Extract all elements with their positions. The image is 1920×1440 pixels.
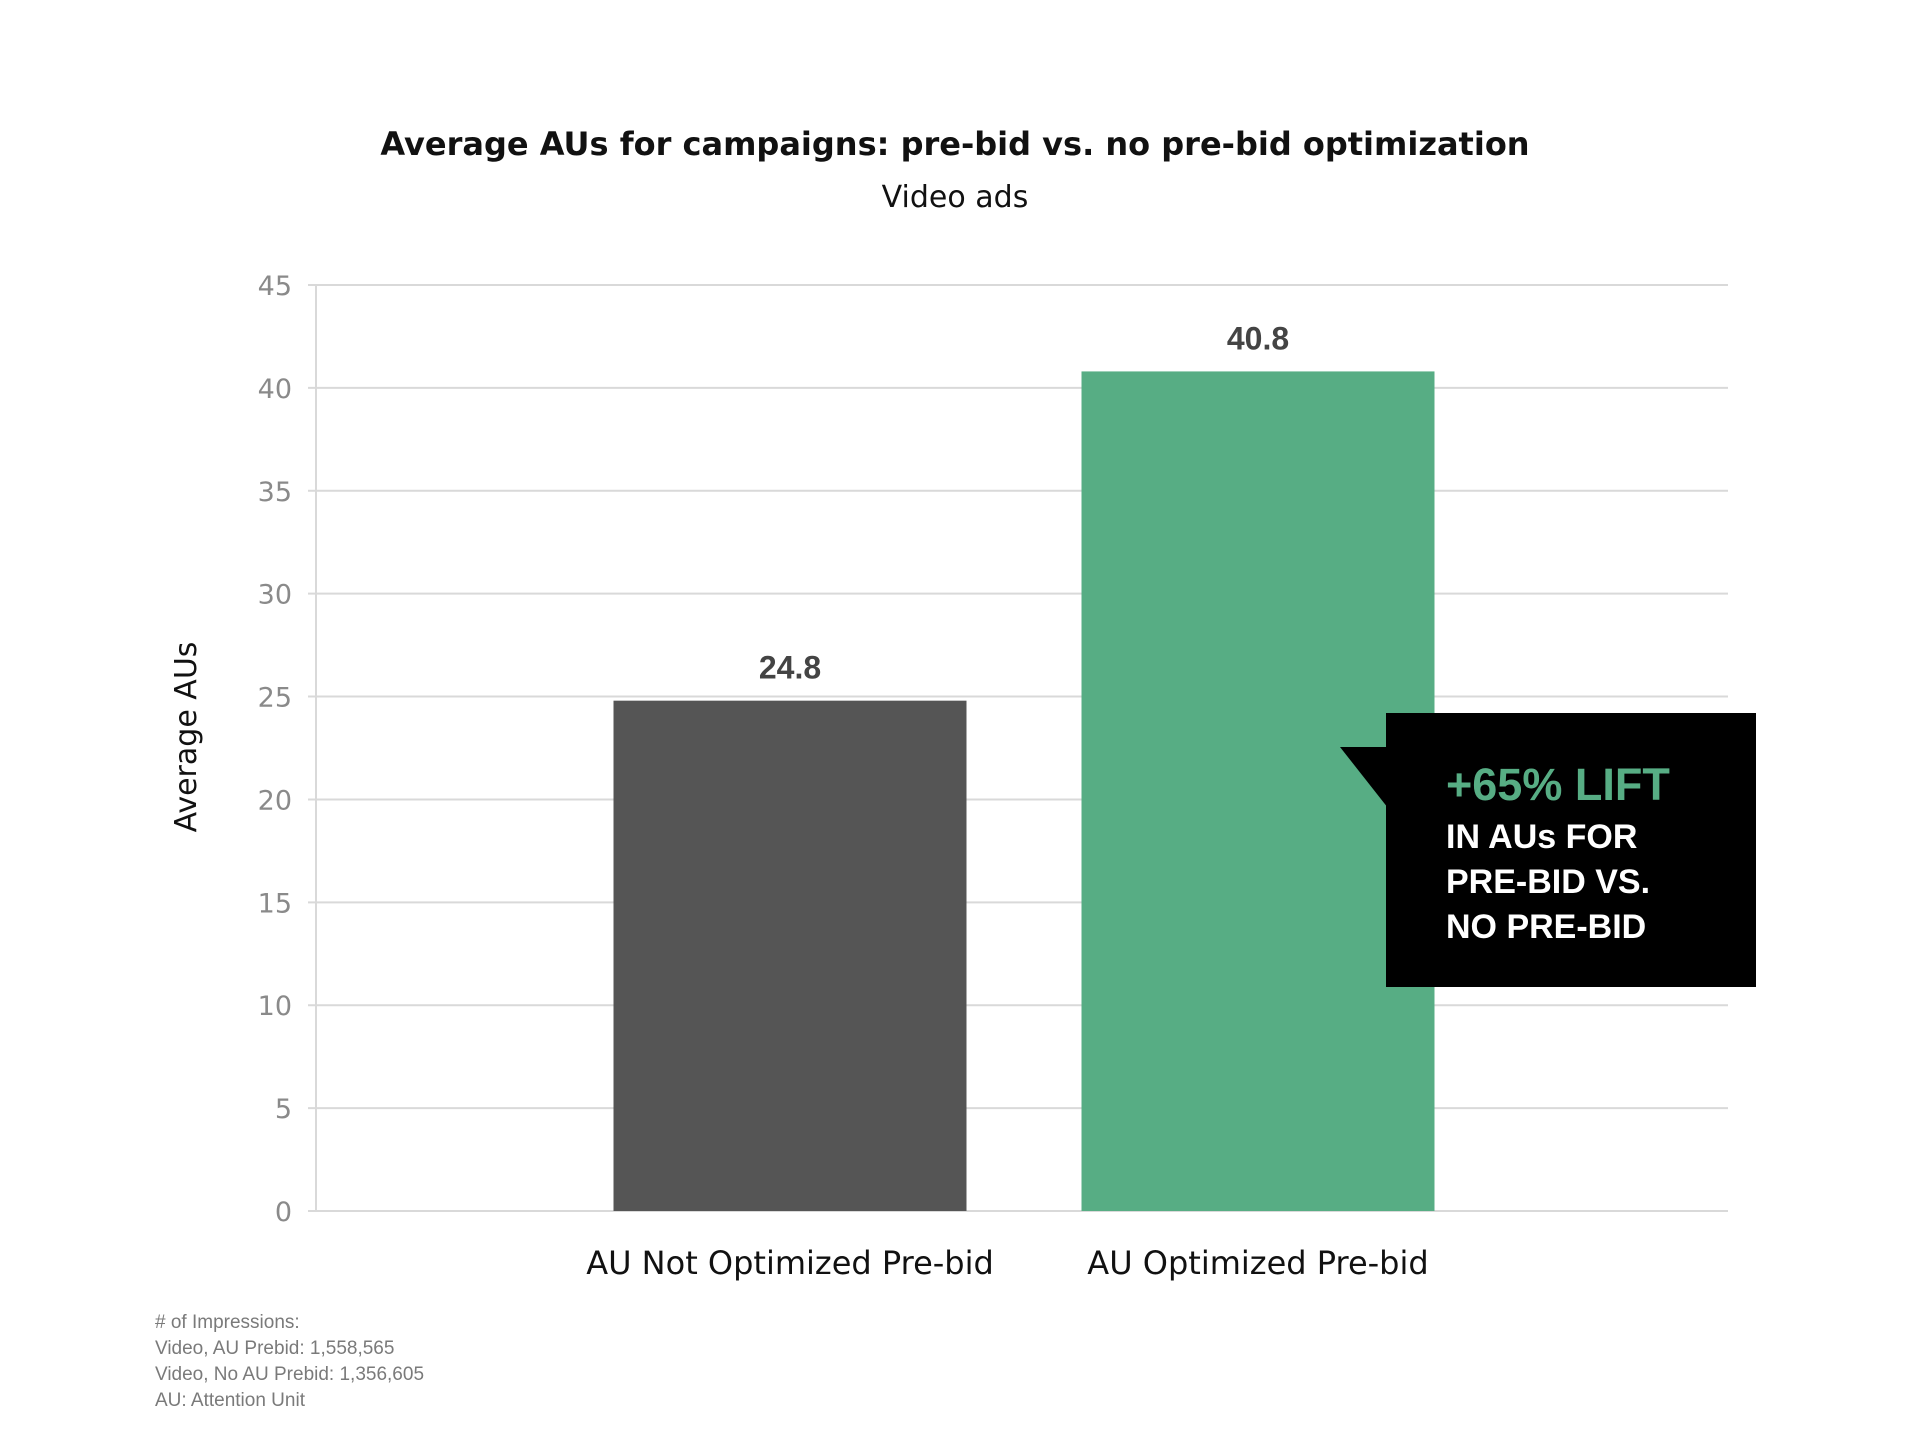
callout-headline: +65% LIFT	[1446, 759, 1670, 810]
footnote-line: Video, AU Prebid: 1,558,565	[155, 1338, 394, 1359]
callout-line: IN AUs FOR	[1446, 818, 1637, 856]
bar	[613, 700, 967, 1211]
footnote-line: AU: Attention Unit	[155, 1390, 306, 1411]
y-tick-label: 30	[258, 580, 292, 611]
footnote-line: # of Impressions:	[155, 1312, 300, 1333]
callout-line: PRE-BID VS.	[1446, 863, 1650, 901]
x-tick-label: AU Optimized Pre-bid	[1087, 1244, 1428, 1282]
lift-callout: +65% LIFT IN AUs FOR PRE-BID VS. NO PRE-…	[1340, 713, 1756, 987]
bars	[613, 371, 1435, 1212]
gridlines	[308, 284, 1728, 1212]
data-label: 24.8	[759, 650, 821, 686]
y-tick-label: 20	[258, 785, 292, 816]
y-tick-label: 45	[258, 271, 292, 302]
data-labels: 24.8 40.8	[759, 320, 1289, 685]
callout-line: NO PRE-BID	[1446, 908, 1646, 946]
chart-title: Average AUs for campaigns: pre-bid vs. n…	[380, 125, 1529, 163]
y-tick-label: 5	[275, 1094, 292, 1125]
callout-pointer	[1340, 747, 1388, 808]
y-tick-label: 0	[275, 1197, 292, 1228]
footnotes: # of Impressions: Video, AU Prebid: 1,55…	[155, 1312, 424, 1411]
y-tick-label: 35	[258, 477, 292, 508]
chart-subtitle: Video ads	[882, 180, 1029, 215]
y-tick-label: 25	[258, 683, 292, 714]
y-axis-label: Average AUs	[169, 642, 204, 833]
footnote-line: Video, No AU Prebid: 1,356,605	[155, 1364, 424, 1385]
x-axis-categories: AU Not Optimized Pre-bid AU Optimized Pre…	[586, 1244, 1429, 1282]
y-axis-ticks: 0 5 10 15 20 25 30 35 40 45	[258, 271, 292, 1228]
callout-box	[1386, 713, 1756, 987]
y-tick-label: 40	[258, 374, 292, 405]
data-label: 40.8	[1227, 320, 1289, 356]
y-tick-label: 10	[258, 991, 292, 1022]
y-tick-label: 15	[258, 888, 292, 919]
x-tick-label: AU Not Optimized Pre-bid	[586, 1244, 994, 1282]
